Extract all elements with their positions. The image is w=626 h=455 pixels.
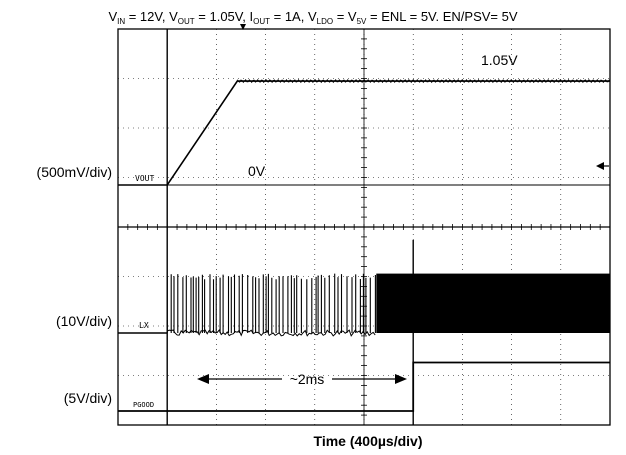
measurement-arrow — [197, 374, 407, 384]
vout-end-annotation: 1.05V — [481, 52, 518, 68]
vout-start-annotation: 0V — [248, 163, 266, 179]
lx-burst-switching — [166, 273, 376, 333]
scale-label-pgood: (5V/div) — [64, 390, 112, 406]
chart-title: VIN = 12V, VOUT = 1.05V, IOUT = 1A, VLDO… — [108, 9, 517, 26]
trace-label-lx: LX — [139, 321, 149, 330]
arrow-right-head — [395, 374, 407, 384]
measurement-label: ~2ms — [290, 371, 325, 387]
pgood-trace — [118, 361, 610, 412]
lx-ringing — [167, 329, 376, 337]
scope-grid — [117, 28, 611, 426]
x-axis-label: Time (400µs/div) — [314, 433, 423, 449]
scale-label-lx: (10V/div) — [56, 313, 112, 329]
lx-continuous-switching — [376, 273, 610, 333]
scope-traces — [118, 29, 610, 425]
vout-trace — [118, 80, 610, 186]
channel-ref-arrow-icon — [596, 162, 604, 170]
vout-ripple — [236, 78, 610, 84]
trigger-marker-icon — [240, 24, 246, 30]
trace-label-pgood: PGOOD — [133, 401, 154, 409]
trace-label-vout: VOUT — [135, 174, 154, 183]
scale-label-vout: (500mV/div) — [37, 164, 112, 180]
arrow-left-head — [197, 374, 209, 384]
